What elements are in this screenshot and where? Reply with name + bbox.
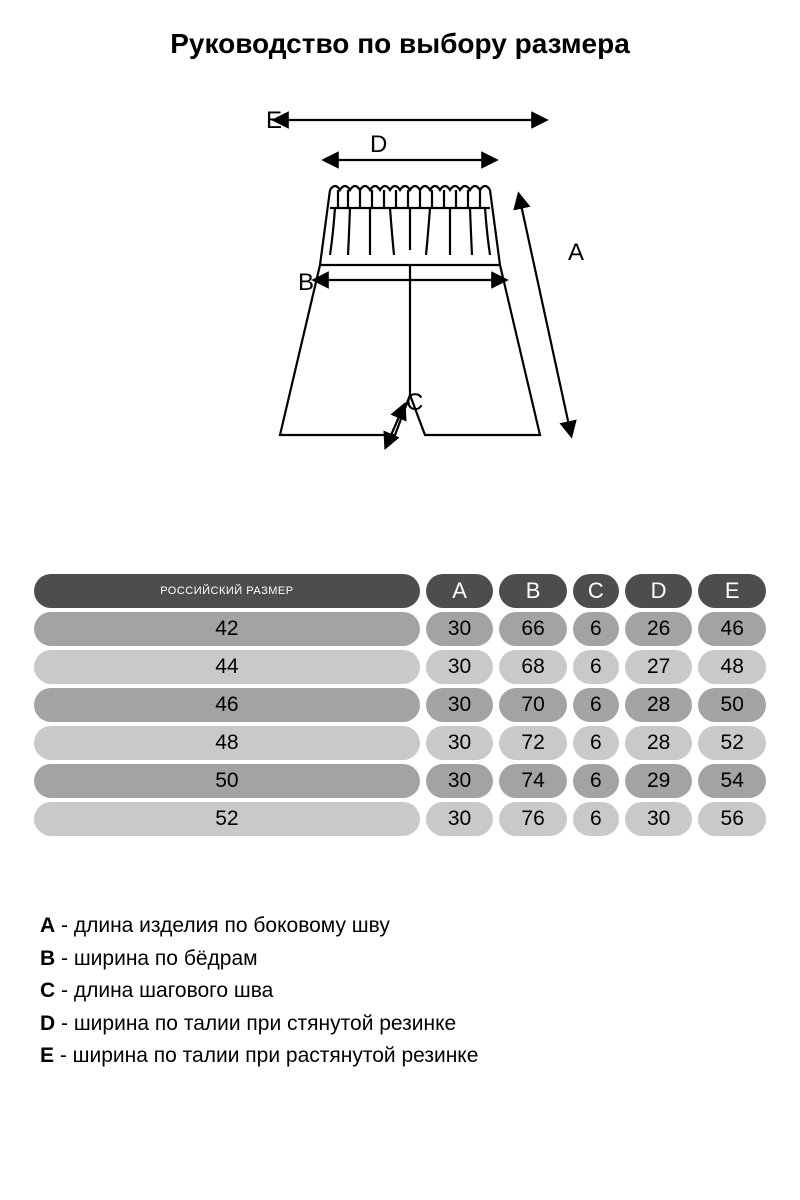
table-cell: 6 <box>573 726 619 760</box>
col-header-B: B <box>499 574 567 608</box>
table-cell: 52 <box>34 802 420 836</box>
table-row: 42306662646 <box>34 612 766 646</box>
table-cell: 46 <box>698 612 766 646</box>
shorts-diagram: E D <box>0 90 800 510</box>
table-cell: 48 <box>698 650 766 684</box>
table-cell: 76 <box>499 802 567 836</box>
table-cell: 70 <box>499 688 567 722</box>
table-cell: 50 <box>698 688 766 722</box>
legend-item: D - ширина по талии при стянутой резинке <box>40 1008 760 1041</box>
table-cell: 28 <box>625 726 693 760</box>
size-table: РОССИЙСКИЙ РАЗМЕР A B C D E 423066626464… <box>0 570 800 840</box>
col-header-A: A <box>426 574 494 608</box>
table-cell: 46 <box>34 688 420 722</box>
table-cell: 30 <box>426 764 494 798</box>
table-cell: 6 <box>573 650 619 684</box>
legend-item: A - длина изделия по боковому шву <box>40 910 760 943</box>
table-cell: 30 <box>426 688 494 722</box>
table-row: 44306862748 <box>34 650 766 684</box>
table-cell: 6 <box>573 612 619 646</box>
legend-item: B - ширина по бёдрам <box>40 943 760 976</box>
table-cell: 27 <box>625 650 693 684</box>
table-cell: 54 <box>698 764 766 798</box>
table-row: 50307462954 <box>34 764 766 798</box>
table-cell: 30 <box>426 650 494 684</box>
table-cell: 66 <box>499 612 567 646</box>
table-row: 52307663056 <box>34 802 766 836</box>
table-cell: 26 <box>625 612 693 646</box>
table-cell: 30 <box>625 802 693 836</box>
table-cell: 28 <box>625 688 693 722</box>
table-cell: 30 <box>426 612 494 646</box>
table-cell: 50 <box>34 764 420 798</box>
table-cell: 44 <box>34 650 420 684</box>
col-header-C: C <box>573 574 619 608</box>
table-cell: 29 <box>625 764 693 798</box>
table-cell: 56 <box>698 802 766 836</box>
table-cell: 6 <box>573 802 619 836</box>
table-cell: 72 <box>499 726 567 760</box>
label-D: D <box>370 131 387 158</box>
table-header-row: РОССИЙСКИЙ РАЗМЕР A B C D E <box>34 574 766 608</box>
table-cell: 30 <box>426 802 494 836</box>
label-C: C <box>406 389 423 416</box>
label-B: B <box>298 269 314 296</box>
table-cell: 48 <box>34 726 420 760</box>
table-cell: 6 <box>573 764 619 798</box>
legend-item: C - длина шагового шва <box>40 975 760 1008</box>
table-row: 46307062850 <box>34 688 766 722</box>
legend-item: E - ширина по талии при растянутой резин… <box>40 1040 760 1073</box>
legend: A - длина изделия по боковому швуB - шир… <box>0 910 800 1073</box>
table-cell: 52 <box>698 726 766 760</box>
table-row: 48307262852 <box>34 726 766 760</box>
table-cell: 68 <box>499 650 567 684</box>
col-header-D: D <box>625 574 693 608</box>
label-E: E <box>266 107 282 134</box>
table-cell: 74 <box>499 764 567 798</box>
page-title: Руководство по выбору размера <box>0 0 800 60</box>
label-A: A <box>568 239 584 266</box>
table-cell: 6 <box>573 688 619 722</box>
col-header-size: РОССИЙСКИЙ РАЗМЕР <box>34 574 420 608</box>
col-header-E: E <box>698 574 766 608</box>
table-cell: 42 <box>34 612 420 646</box>
table-cell: 30 <box>426 726 494 760</box>
